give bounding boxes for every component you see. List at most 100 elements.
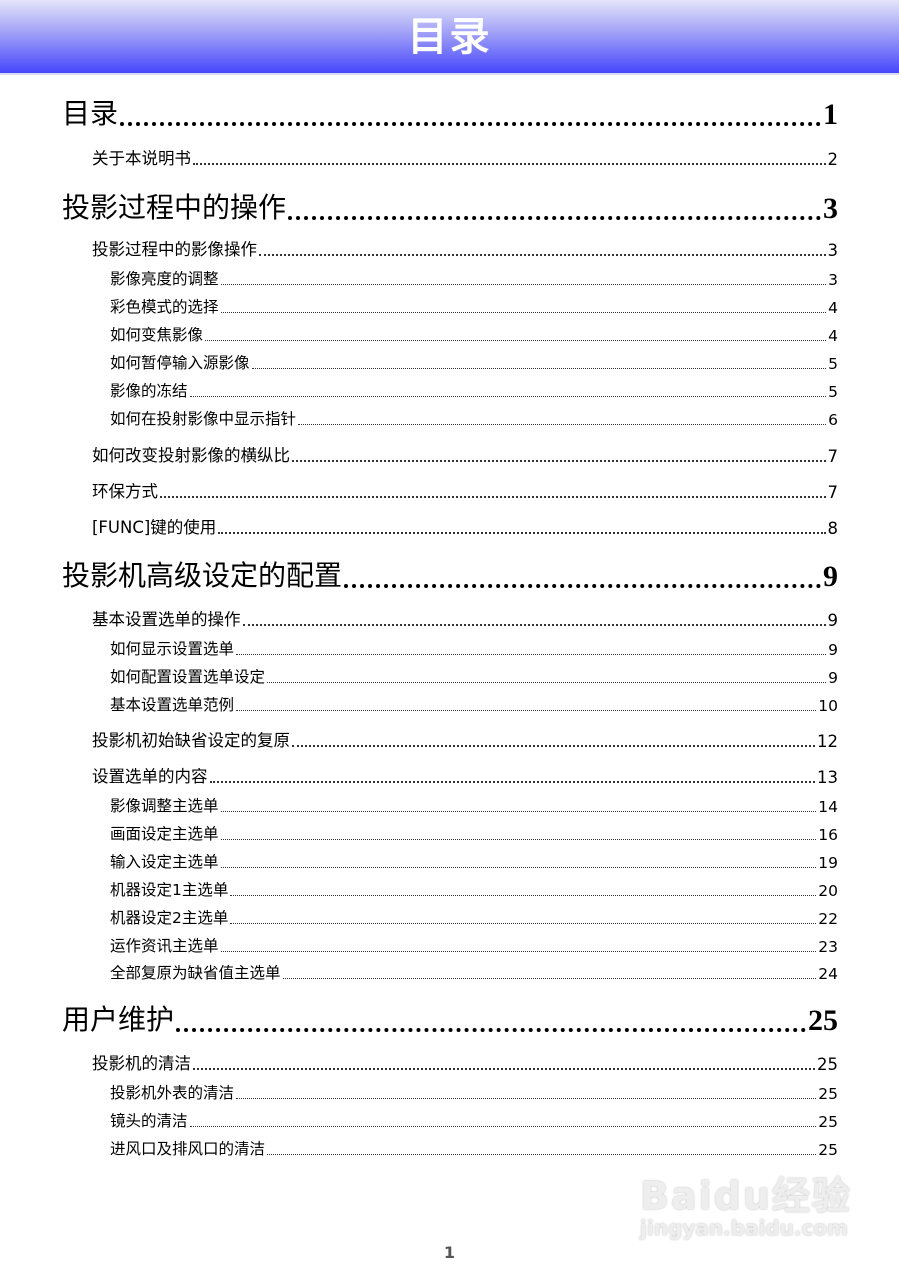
toc-entry-title: 设置选单的内容 (92, 767, 208, 786)
dot-leader (220, 810, 817, 812)
toc-entry-title: 投影过程中的操作 (62, 191, 287, 224)
dot-leader (176, 1028, 806, 1032)
toc-entry[interactable]: 如何显示设置选单 9 (110, 638, 838, 659)
toc-entry-page: 14 (818, 797, 838, 816)
toc-entry-title: 如何在投射影像中显示指针 (110, 409, 297, 428)
toc-entry[interactable]: 彩色模式的选择 4 (110, 296, 838, 317)
toc-entry-page: 22 (818, 909, 838, 928)
toc-entry-title: 投影机外表的清洁 (110, 1083, 235, 1102)
toc-entry-title: 关于本说明书 (92, 149, 191, 168)
dot-leader (242, 624, 826, 626)
dot-leader (259, 254, 826, 256)
toc-entry-page: 8 (827, 519, 839, 538)
dot-leader (193, 163, 826, 165)
watermark-url: jingyan.baidu.com (640, 1216, 848, 1240)
toc-entry[interactable]: 镜头的清洁 25 (110, 1110, 838, 1131)
toc-entry[interactable]: 基本设置选单的操作 9 (92, 608, 838, 630)
toc-entry[interactable]: 影像调整主选单 14 (110, 795, 838, 816)
toc-entry[interactable]: 目录 1 (62, 97, 838, 132)
toc-entry-title: 机器设定1主选单 (110, 880, 229, 899)
toc-entry-title: 画面设定主选单 (110, 824, 219, 843)
toc-entry-title: 机器设定2主选单 (110, 908, 229, 927)
toc-entry-page: 13 (817, 768, 838, 787)
toc-entry[interactable]: 基本设置选单范例 10 (110, 694, 838, 715)
toc-entry-title: 输入设定主选单 (110, 852, 219, 871)
toc-entry-title: 如何显示设置选单 (110, 639, 235, 658)
dot-leader (189, 395, 827, 397)
watermark-logo: Baidu经验 (640, 1174, 852, 1218)
toc-entry[interactable]: 关于本说明书 2 (92, 147, 838, 169)
toc-entry[interactable]: [FUNC]键的使用 8 (92, 516, 838, 538)
toc-entry[interactable]: 影像的冻结 5 (110, 380, 838, 401)
toc-entry-page: 6 (828, 410, 838, 429)
dot-leader (292, 460, 826, 462)
toc-entry[interactable]: 设置选单的内容 13 (92, 765, 838, 787)
toc-entry[interactable]: 进风口及排风口的清洁 25 (110, 1138, 838, 1159)
toc-entry-title: 投影机的清洁 (92, 1054, 191, 1073)
toc-entry[interactable]: 如何变焦影像 4 (110, 324, 838, 345)
dot-leader (230, 922, 817, 924)
toc-entry-page: 25 (808, 1004, 838, 1037)
toc-entry-title: 如何改变投射影像的横纵比 (92, 446, 290, 465)
dot-leader (189, 1125, 817, 1127)
toc-entry[interactable]: 投影机的清洁 25 (92, 1052, 838, 1074)
toc-entry-title: 全部复原为缺省值主选单 (110, 963, 281, 982)
toc-entry[interactable]: 机器设定2主选单 22 (110, 907, 838, 928)
toc-entry-title: 目录 (62, 97, 119, 130)
toc-entry-page: 2 (827, 150, 839, 169)
toc-entry[interactable]: 如何暂停输入源影像 5 (110, 352, 838, 373)
dot-leader (160, 496, 826, 498)
dot-leader (236, 709, 817, 711)
toc-entry-title: 投影机初始缺省设定的复原 (92, 731, 290, 750)
dot-leader (267, 681, 827, 683)
toc-entry[interactable]: 如何配置设置选单设定 9 (110, 666, 838, 687)
dot-leader (220, 866, 817, 868)
toc-entry-page: 25 (818, 1084, 838, 1103)
toc-entry-page: 4 (828, 326, 838, 345)
baidu-watermark: Baidu经验 jingyan.baidu.com (640, 1165, 852, 1240)
toc-entry[interactable]: 如何改变投射影像的横纵比 7 (92, 444, 838, 466)
toc-entry[interactable]: 用户维护 25 (62, 1003, 838, 1038)
dot-leader (236, 653, 827, 655)
toc-entry[interactable]: 影像亮度的调整 3 (110, 268, 838, 289)
dot-leader (220, 838, 817, 840)
toc-entry-page: 7 (827, 447, 839, 466)
dot-leader (298, 423, 827, 425)
toc-entry[interactable]: 投影机高级设定的配置 9 (62, 559, 838, 594)
toc-entry-page: 23 (818, 937, 838, 956)
toc-entry[interactable]: 环保方式 7 (92, 480, 838, 502)
toc-entry-page: 25 (818, 1112, 838, 1131)
toc-entry-title: 如何变焦影像 (110, 325, 204, 344)
dot-leader (292, 745, 815, 747)
toc-entry[interactable]: 如何在投射影像中显示指针 6 (110, 408, 838, 429)
toc-entry-title: 基本设置选单范例 (110, 695, 235, 714)
toc-entry-page: 25 (817, 1055, 838, 1074)
toc-entry[interactable]: 输入设定主选单 19 (110, 851, 838, 872)
toc-entry-page: 19 (818, 853, 838, 872)
dot-leader (209, 781, 815, 783)
toc-entry[interactable]: 画面设定主选单 16 (110, 823, 838, 844)
toc-entry[interactable]: 投影机初始缺省设定的复原 12 (92, 729, 838, 751)
toc-entry[interactable]: 投影机外表的清洁 25 (110, 1082, 838, 1103)
toc-entry-title: 投影机高级设定的配置 (62, 559, 343, 592)
toc-entry[interactable]: 投影过程中的影像操作 3 (92, 238, 838, 260)
dot-leader (120, 122, 821, 126)
toc-entry-title: 如何配置设置选单设定 (110, 667, 266, 686)
toc-entry-page: 12 (817, 732, 838, 751)
toc-entry-page: 4 (828, 298, 838, 317)
header-banner: 目录 (0, 0, 899, 75)
toc-entry-page: 10 (818, 696, 838, 715)
toc-entry-page: 25 (818, 1140, 838, 1159)
toc-entry-page: 3 (827, 241, 839, 260)
dot-leader (288, 216, 821, 220)
toc-entry[interactable]: 投影过程中的操作 3 (62, 191, 838, 226)
toc-entry-page: 3 (823, 192, 838, 225)
dot-leader (282, 977, 817, 979)
dot-leader (205, 339, 827, 341)
dot-leader (220, 950, 817, 952)
dot-leader (251, 367, 827, 369)
toc-entry-title: 影像的冻结 (110, 381, 188, 400)
toc-entry[interactable]: 运作资讯主选单 23 (110, 935, 838, 956)
toc-entry[interactable]: 机器设定1主选单 20 (110, 879, 838, 900)
toc-entry[interactable]: 全部复原为缺省值主选单 24 (110, 962, 838, 983)
